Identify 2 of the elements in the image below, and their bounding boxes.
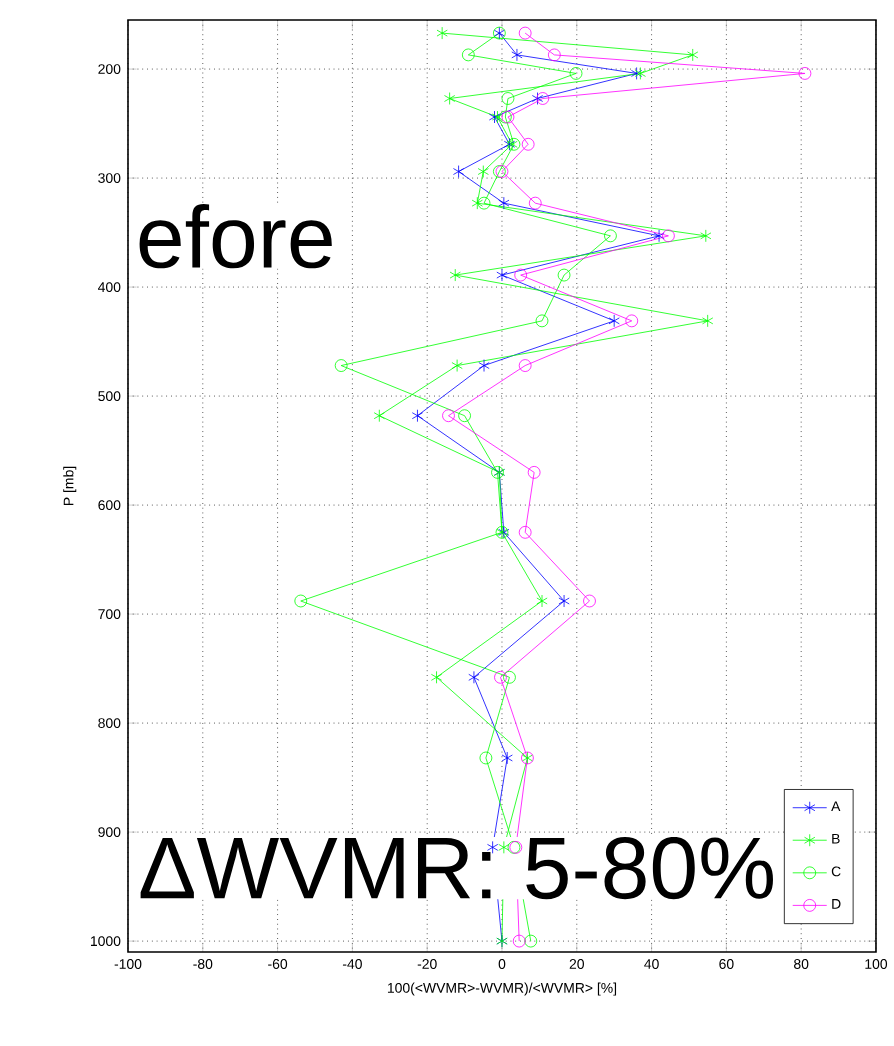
annotation: efore	[139, 204, 332, 269]
annotation: ΔWVMR: 5-80%	[140, 837, 773, 900]
